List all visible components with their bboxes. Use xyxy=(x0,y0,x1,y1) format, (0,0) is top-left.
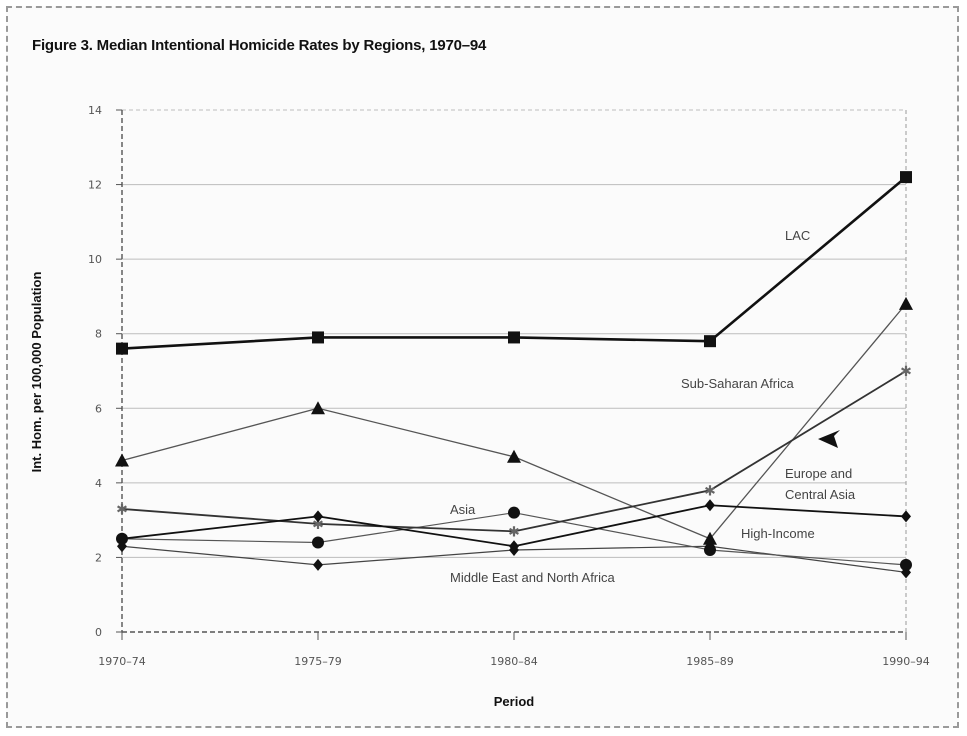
annotation-label: Central Asia xyxy=(785,487,856,502)
triangle-marker xyxy=(311,401,325,415)
star-marker: ✱ xyxy=(704,483,716,499)
triangle-marker xyxy=(899,296,913,310)
diamond-marker xyxy=(901,510,911,523)
x-tick-label: 1990–94 xyxy=(882,655,930,668)
y-axis-label: Int. Hom. per 100,000 Population xyxy=(29,272,44,473)
series-line-lac xyxy=(121,176,907,350)
diamond-marker xyxy=(313,510,323,523)
square-marker xyxy=(312,331,324,344)
y-tick-label: 8 xyxy=(95,328,102,341)
y-tick-label: 12 xyxy=(88,179,102,192)
diamond-marker xyxy=(705,499,715,512)
annotation-label: Asia xyxy=(450,502,476,517)
square-marker xyxy=(508,331,520,344)
y-tick-label: 10 xyxy=(88,253,102,266)
data-markers: ✱ ✱ ✱ ✱ ✱ xyxy=(115,171,913,579)
diamond-marker xyxy=(117,532,127,545)
y-tick-label: 4 xyxy=(95,477,102,490)
star-marker: ✱ xyxy=(508,524,520,540)
diamond-marker xyxy=(313,558,323,571)
annotation-label: High-Income xyxy=(741,526,815,541)
square-marker xyxy=(116,342,128,355)
triangle-marker xyxy=(703,531,717,545)
circle-marker xyxy=(508,506,520,519)
x-tick-label: 1980–84 xyxy=(490,655,538,668)
y-tick-label: 6 xyxy=(95,402,102,415)
annotation-label: Sub-Saharan Africa xyxy=(681,376,795,391)
annotation-label: LAC xyxy=(785,228,810,243)
grid-lines xyxy=(122,109,907,632)
annotation-label: Middle East and North Africa xyxy=(450,570,616,585)
x-tick-label: 1985–89 xyxy=(686,655,734,668)
figure-frame xyxy=(6,6,959,728)
axes: 0 2 4 6 8 10 12 14 1970–74 1975–79 1980–84 1985–89 1… xyxy=(88,104,930,668)
annotation-label: Europe and xyxy=(785,466,852,481)
square-marker xyxy=(900,171,912,184)
square-marker xyxy=(704,335,716,348)
series-line-europe-and-central-asia xyxy=(121,370,907,533)
x-axis-label: Period xyxy=(494,694,535,709)
diamond-marker xyxy=(509,540,519,553)
circle-marker xyxy=(900,558,912,571)
circle-marker xyxy=(704,543,716,556)
chart-title: Figure 3. Median Intentional Homicide Ra… xyxy=(32,37,487,54)
triangle-marker xyxy=(507,449,521,463)
y-tick-label: 14 xyxy=(88,104,102,117)
triangle-marker xyxy=(115,453,129,467)
star-marker: ✱ xyxy=(116,502,128,518)
circle-marker xyxy=(312,536,324,549)
y-tick-label: 0 xyxy=(95,626,102,639)
y-tick-label: 2 xyxy=(95,551,102,564)
annotations: LAC Sub-Saharan Africa Europe and Central A… xyxy=(450,228,856,585)
x-tick-label: 1970–74 xyxy=(98,655,146,668)
star-marker: ✱ xyxy=(312,517,324,533)
pointer-arrow-icon xyxy=(818,430,840,448)
x-tick-label: 1975–79 xyxy=(294,655,342,668)
star-marker: ✱ xyxy=(900,364,912,380)
